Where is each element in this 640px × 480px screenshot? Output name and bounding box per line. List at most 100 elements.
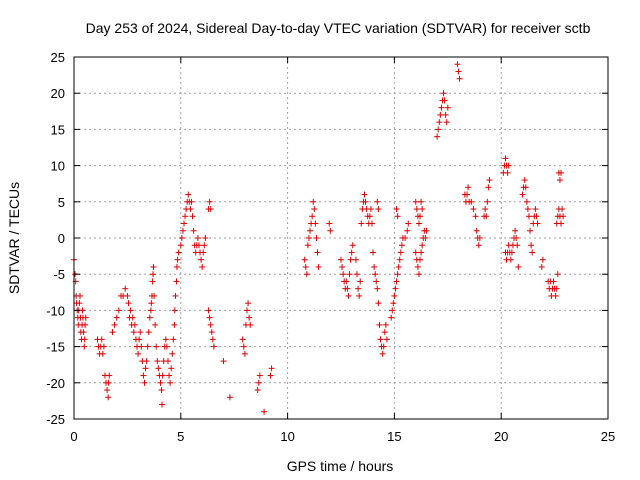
data-point	[171, 321, 178, 328]
data-point	[162, 336, 169, 343]
data-point	[512, 227, 519, 234]
data-point	[507, 256, 514, 263]
data-point	[418, 198, 425, 205]
y-tick-label: -5	[53, 267, 65, 282]
data-point	[534, 220, 541, 227]
data-point	[508, 249, 515, 256]
data-point	[76, 292, 83, 299]
data-point	[346, 271, 353, 278]
data-point	[412, 249, 419, 256]
data-point	[241, 350, 248, 357]
data-point	[182, 213, 189, 220]
data-point	[150, 271, 157, 278]
data-point	[100, 343, 107, 350]
data-point	[305, 235, 312, 241]
data-point	[379, 350, 386, 357]
data-point	[106, 372, 113, 379]
data-point	[553, 285, 560, 292]
data-point	[122, 285, 129, 292]
x-tick-label: 0	[70, 429, 77, 444]
data-point	[175, 249, 182, 256]
data-point	[528, 242, 535, 249]
data-point	[525, 213, 532, 220]
y-tick-label: -15	[46, 340, 65, 355]
data-point	[347, 256, 354, 263]
data-point	[381, 329, 388, 336]
data-point	[179, 227, 186, 234]
x-tick-label: 25	[601, 429, 615, 444]
data-point	[202, 235, 209, 241]
grid-layer	[74, 57, 608, 419]
data-point	[464, 191, 471, 198]
data-point	[348, 249, 355, 256]
data-point	[376, 321, 383, 328]
x-axis-label: GPS time / hours	[287, 458, 394, 474]
data-point	[414, 263, 421, 270]
data-point	[173, 278, 180, 285]
data-point	[173, 263, 180, 270]
data-point	[358, 220, 365, 227]
data-point	[226, 394, 233, 401]
data-point	[141, 379, 148, 386]
data-point	[444, 104, 451, 111]
data-point	[559, 206, 566, 213]
data-point	[357, 278, 364, 285]
data-point	[311, 206, 318, 213]
data-point	[515, 263, 522, 270]
data-point	[189, 213, 196, 220]
data-point	[396, 256, 403, 263]
data-point	[105, 379, 112, 386]
data-point	[368, 220, 375, 227]
data-point	[484, 198, 491, 205]
data-point	[443, 119, 450, 126]
data-point	[157, 379, 164, 386]
data-point	[177, 242, 184, 249]
data-point	[82, 314, 89, 321]
data-point	[246, 314, 253, 321]
data-point	[169, 350, 176, 357]
data-point	[76, 300, 83, 307]
data-point	[473, 227, 480, 234]
data-point	[419, 242, 426, 249]
data-point	[98, 336, 105, 343]
data-point	[187, 206, 194, 213]
data-point	[514, 242, 521, 249]
data-point	[377, 336, 384, 343]
data-point	[388, 314, 395, 321]
data-point	[124, 292, 131, 299]
data-point	[367, 206, 374, 213]
data-point	[142, 365, 149, 372]
data-point	[209, 336, 216, 343]
data-point	[135, 350, 142, 357]
data-point	[402, 235, 409, 241]
data-point	[207, 321, 214, 328]
data-point	[472, 213, 479, 220]
data-point	[164, 358, 171, 365]
data-point	[470, 206, 477, 213]
data-point	[417, 256, 424, 263]
x-tick-label: 15	[387, 429, 401, 444]
data-point	[166, 372, 173, 379]
data-point	[81, 343, 88, 350]
data-point	[210, 343, 217, 350]
data-point	[143, 358, 150, 365]
data-point	[206, 198, 213, 205]
data-point	[415, 220, 422, 227]
data-point	[239, 336, 246, 343]
data-point	[199, 263, 206, 270]
data-point	[383, 336, 390, 343]
data-point	[310, 198, 317, 205]
data-point	[113, 314, 120, 321]
data-point	[436, 119, 443, 126]
data-point	[441, 97, 448, 104]
data-point	[144, 343, 151, 350]
data-point	[188, 198, 195, 205]
y-tick-label: 5	[58, 195, 65, 210]
data-point	[313, 235, 320, 241]
data-point	[168, 365, 175, 372]
data-point	[153, 343, 160, 350]
data-point	[456, 75, 463, 82]
data-point	[362, 198, 369, 205]
data-point	[172, 292, 179, 299]
y-tick-label: 15	[51, 122, 65, 137]
